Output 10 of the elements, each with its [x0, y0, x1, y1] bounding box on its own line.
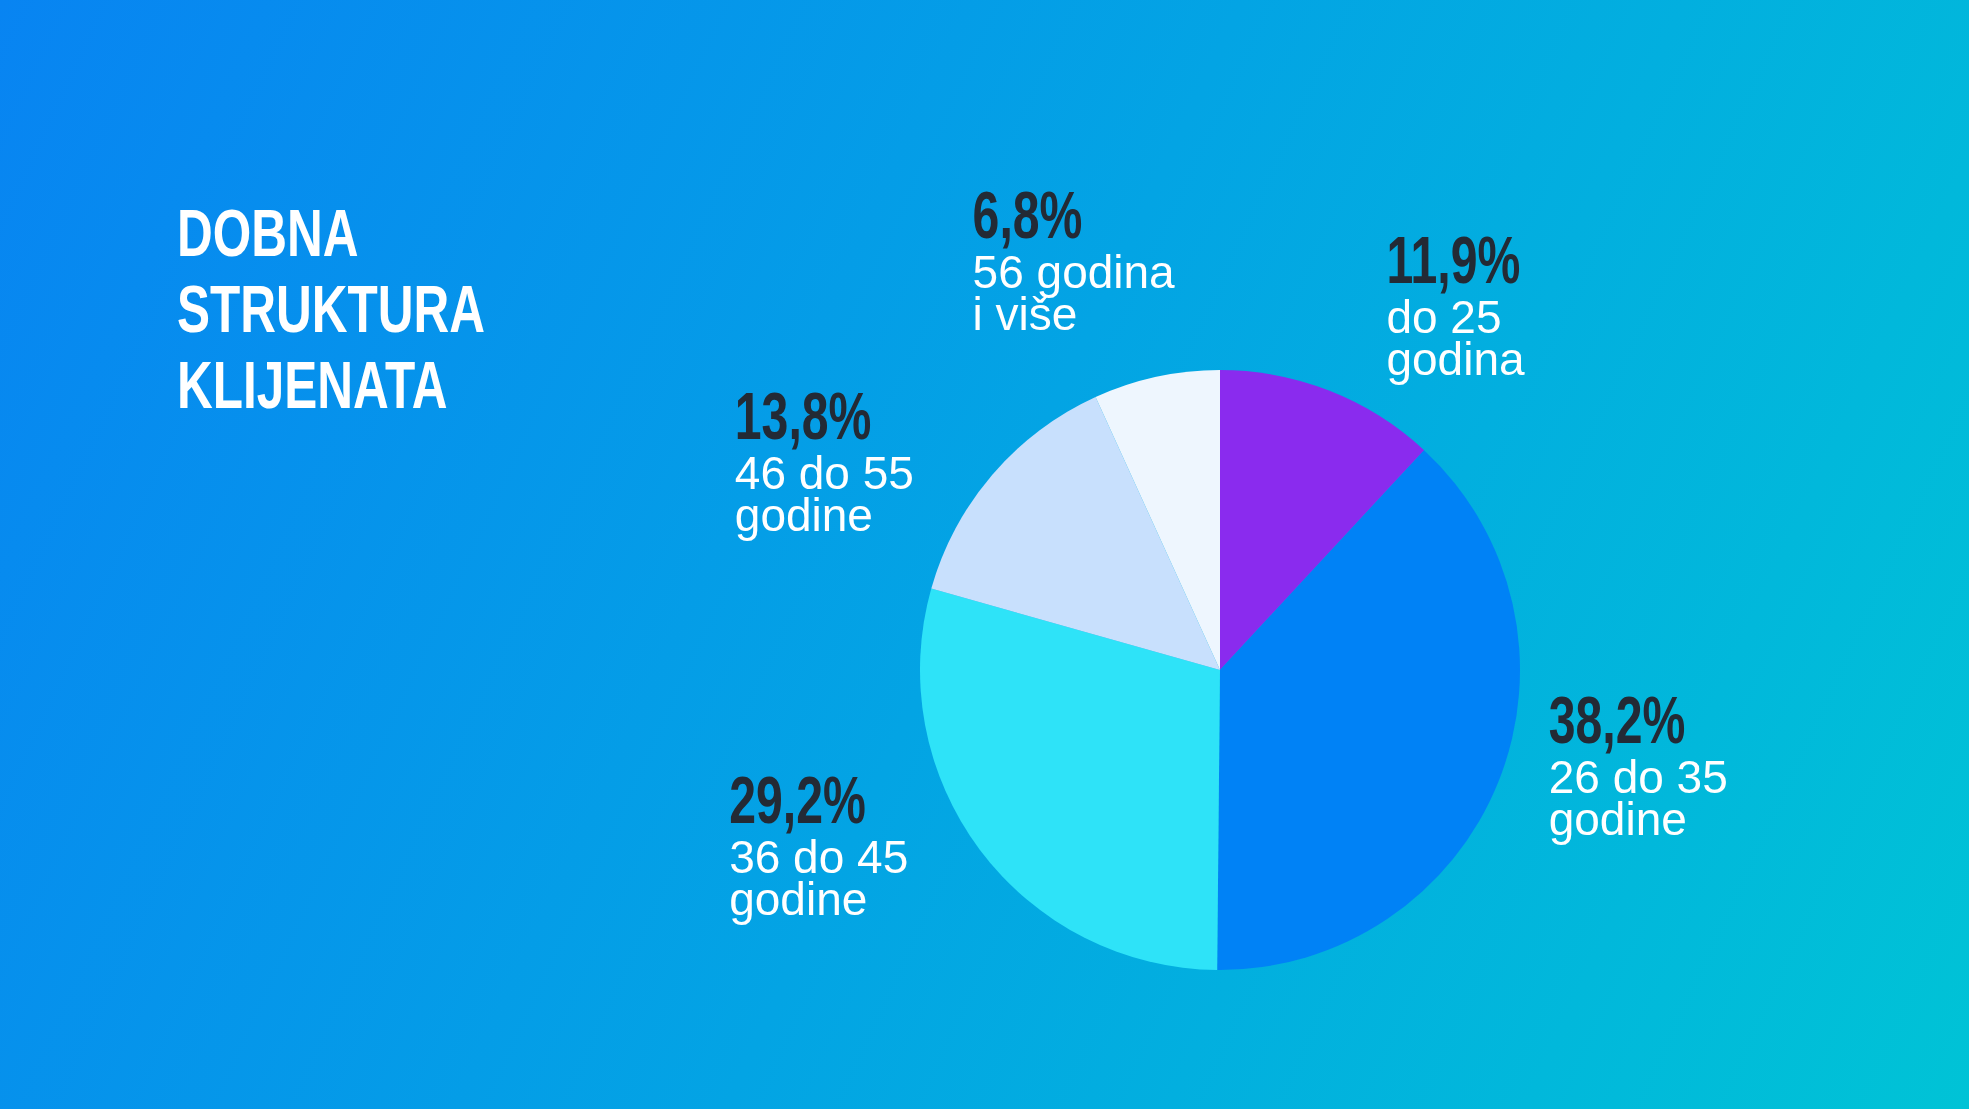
data-label: 13,8% — [734, 379, 872, 453]
data-label: 38,2% — [1548, 683, 1686, 757]
data-label: 29,2% — [729, 763, 866, 837]
pie-slice — [1095, 370, 1220, 670]
pie-slice — [920, 588, 1220, 970]
data-label: 6,8% — [972, 179, 1083, 253]
pie-slice — [1217, 450, 1520, 970]
pie-slice — [931, 397, 1220, 670]
data-label: 11,9% — [1386, 223, 1521, 297]
text: DOBNA STRUKTURA KLIJENATA — [177, 195, 485, 423]
